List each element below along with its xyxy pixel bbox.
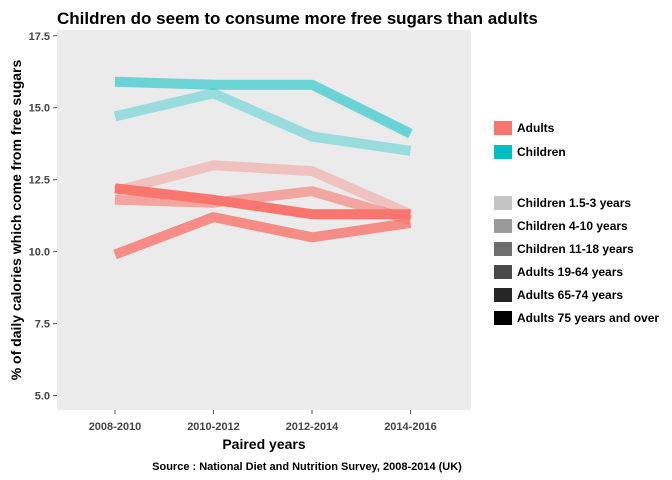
y-tick-label: 5.0 xyxy=(35,391,50,403)
legend-swatch xyxy=(494,145,512,159)
legend-label: Children 4-10 years xyxy=(517,219,628,233)
legend-label: Children xyxy=(517,145,566,159)
legend-label: Adults 65-74 years xyxy=(517,288,623,302)
legend-swatch xyxy=(494,219,512,233)
legend-swatch xyxy=(494,121,512,135)
legend-colour: Adults Children xyxy=(494,121,566,159)
legend-swatch xyxy=(494,311,512,325)
legend-alpha: Children 1.5-3 years Children 4-10 years C… xyxy=(494,196,659,325)
y-axis-ticks: 5.0 7.5 10.0 12.5 15.0 17.5 xyxy=(29,31,57,403)
series-line xyxy=(114,186,412,225)
series-line xyxy=(114,76,413,139)
y-tick-label: 17.5 xyxy=(29,31,50,43)
legend-swatch xyxy=(494,196,512,210)
source-caption: Source : National Diet and Nutrition Sur… xyxy=(152,461,462,473)
chart-title: Children do seem to consume more free su… xyxy=(57,9,538,28)
y-tick-label: 15.0 xyxy=(29,103,50,115)
legend-label: Children 11-18 years xyxy=(517,242,634,256)
x-axis-ticks: 2008-2010 2010-2012 2012-2014 2014-2016 xyxy=(89,410,437,433)
legend-swatch xyxy=(494,288,512,302)
legend-swatch xyxy=(494,265,512,279)
legend-label: Adults xyxy=(517,121,555,135)
y-axis-title: % of daily calories which come from free… xyxy=(8,60,24,381)
x-tick-label: 2010-2012 xyxy=(187,421,240,433)
legend-label: Adults 19-64 years xyxy=(517,265,623,279)
series-layer xyxy=(113,76,413,260)
series-line xyxy=(113,88,412,156)
x-tick-label: 2014-2016 xyxy=(384,421,437,433)
legend-swatch xyxy=(494,242,512,256)
x-tick-label: 2008-2010 xyxy=(89,421,142,433)
legend-label: Adults 75 years and over xyxy=(517,311,659,325)
y-tick-label: 12.5 xyxy=(29,175,50,187)
x-tick-label: 2012-2014 xyxy=(286,421,339,433)
series-line xyxy=(113,212,412,260)
series-line xyxy=(114,183,411,220)
y-tick-label: 10.0 xyxy=(29,247,50,259)
legend-label: Children 1.5-3 years xyxy=(517,196,631,210)
y-tick-label: 7.5 xyxy=(35,319,50,331)
x-axis-title: Paired years xyxy=(222,436,305,452)
series-line xyxy=(113,160,413,219)
